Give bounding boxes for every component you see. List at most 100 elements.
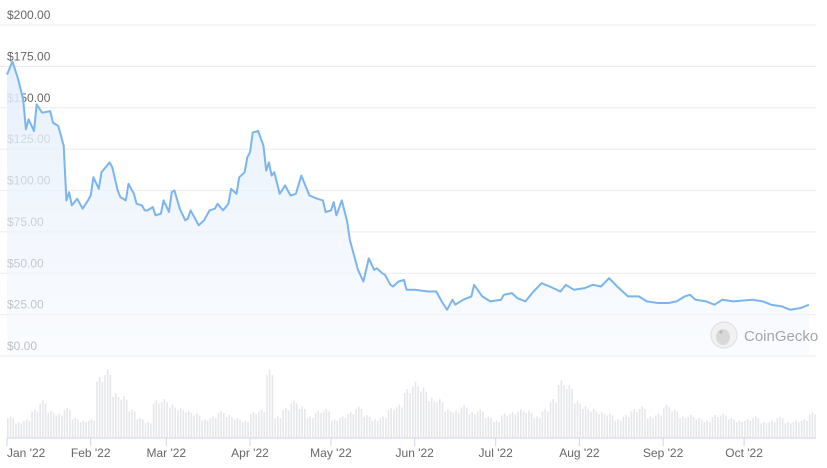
volume-bar	[738, 420, 741, 438]
volume-bar	[93, 420, 95, 438]
volume-bar	[428, 400, 430, 438]
volume-bar	[274, 418, 276, 438]
volume-bar	[547, 411, 549, 438]
volume-bar	[36, 411, 39, 438]
volume-bar	[417, 386, 419, 438]
volume-bar	[98, 376, 101, 438]
volume-bar	[363, 416, 365, 438]
volume-bar	[268, 369, 271, 438]
volume-bar	[331, 420, 333, 438]
volume-bar	[266, 375, 268, 438]
volume-bar	[133, 411, 136, 438]
volume-bar	[506, 415, 509, 438]
volume-bar	[379, 418, 382, 438]
volume-bar	[741, 422, 743, 438]
volume-bar	[574, 403, 576, 438]
volume-bar	[641, 406, 644, 438]
volume-bar	[671, 411, 673, 438]
volume-bar	[47, 412, 50, 438]
volume-bar	[28, 420, 31, 438]
volume-bar	[754, 416, 757, 438]
volume-bar	[792, 422, 795, 438]
volume-bar	[444, 411, 446, 438]
volume-bar	[71, 419, 74, 438]
x-axis: Jan '22 Feb '22 Mar '22 Apr '22 May '22 Jun '…	[6, 437, 816, 460]
x-tick-label: Aug '22	[559, 446, 600, 460]
volume-bar	[322, 411, 325, 438]
volume-bar	[20, 423, 23, 438]
volume-bar	[233, 419, 236, 438]
volume-bar	[579, 403, 581, 438]
volume-bar	[584, 406, 587, 438]
volume-bar	[244, 420, 247, 438]
volume-bar	[517, 411, 519, 438]
volume-bar	[528, 410, 530, 438]
volume-bar	[714, 414, 716, 438]
x-tick-label: May '22	[310, 446, 352, 460]
volume-bar	[441, 402, 444, 438]
volume-bar	[15, 423, 17, 438]
volume-bar	[493, 422, 495, 438]
volume-bar	[652, 418, 654, 438]
volume-bar	[692, 416, 695, 438]
volume-bar	[34, 409, 36, 438]
volume-bar	[277, 416, 279, 438]
volume-bar	[660, 415, 662, 438]
volume-bar	[560, 380, 563, 438]
volume-bar	[88, 420, 90, 438]
volume-bar	[479, 409, 482, 438]
volume-bar	[79, 422, 82, 438]
volume-bar	[595, 411, 598, 438]
volume-bar	[390, 407, 392, 438]
volume-bar	[590, 411, 592, 438]
volume-bar	[563, 385, 565, 438]
volume-bar	[290, 403, 293, 438]
volume-bar	[385, 418, 387, 438]
volume-bar	[182, 410, 185, 438]
volume-bar	[636, 411, 638, 438]
volume-bar	[301, 406, 303, 438]
volume-bar	[366, 414, 368, 438]
volume-bar	[125, 399, 128, 438]
volume-bar	[287, 410, 290, 438]
volume-bar	[82, 420, 85, 438]
volume-bar	[638, 408, 641, 438]
volume-bar	[773, 422, 776, 438]
volume-bar	[247, 422, 249, 438]
volume-bar	[190, 412, 193, 438]
volume-bar	[393, 410, 395, 438]
volume-bar	[69, 410, 71, 438]
volume-bar	[406, 389, 409, 438]
volume-bar	[293, 400, 295, 438]
volume-bar	[187, 410, 190, 438]
volume-bar	[166, 402, 168, 438]
x-tick-label: Jun '22	[396, 446, 435, 460]
volume-bar	[409, 392, 411, 438]
volume-bar	[42, 400, 44, 438]
volume-bar	[263, 411, 266, 438]
volume-bar	[525, 412, 527, 438]
y-tick-label: $200.00	[7, 8, 51, 22]
volume-bar	[58, 413, 60, 438]
volume-bars	[7, 369, 816, 438]
volume-bar	[471, 412, 473, 438]
volume-bar	[514, 414, 517, 438]
volume-bar	[646, 418, 649, 438]
volume-bar	[376, 420, 379, 438]
volume-bar	[684, 418, 687, 438]
volume-bar	[360, 408, 363, 438]
y-tick-label: $175.00	[7, 49, 51, 63]
volume-bar	[490, 418, 492, 438]
volume-bar	[463, 404, 465, 438]
volume-bar	[123, 396, 125, 438]
volume-bar	[690, 414, 692, 438]
volume-bar	[23, 420, 25, 438]
volume-bar	[212, 416, 214, 438]
volume-bar	[420, 391, 422, 438]
volume-bar	[798, 422, 800, 438]
volume-bar	[414, 381, 417, 438]
volume-bar	[131, 409, 133, 438]
volume-bar	[760, 423, 762, 438]
volume-bar	[160, 402, 163, 438]
volume-bar	[228, 414, 230, 438]
